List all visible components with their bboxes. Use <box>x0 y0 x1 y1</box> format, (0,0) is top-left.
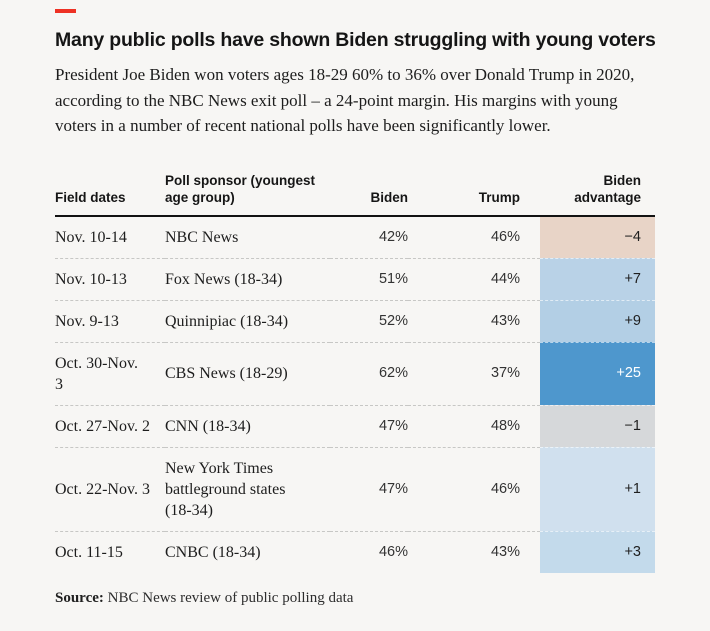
field-dates-cell: Nov. 10-13 <box>55 257 165 300</box>
poll-sponsor-cell: New York Times battleground states (18-3… <box>165 446 330 531</box>
column-header-biden: Biden <box>330 171 408 217</box>
field-dates-cell: Nov. 10-14 <box>55 228 127 246</box>
field-dates-cell: Oct. 27-Nov. 2 <box>55 404 165 447</box>
source-text: NBC News review of public polling data <box>103 589 354 606</box>
trump-value-cell: 46% <box>490 228 520 245</box>
biden-value-cell: 62% <box>330 341 408 405</box>
table-row: Nov. 10-13 Fox News (18-34) 51% 44% +7 <box>55 257 655 300</box>
field-dates-cell: Oct. 11-15 <box>55 530 165 573</box>
table-row: Nov. 10-14 NBC News 42% 46% −4 <box>55 215 655 258</box>
trump-value-cell: 43% <box>408 299 540 342</box>
column-header-biden-advantage: Biden advantage <box>540 171 655 217</box>
biden-value-cell: 46% <box>330 530 408 573</box>
advantage-cell: −1 <box>540 404 655 447</box>
advantage-cell: +3 <box>540 530 655 573</box>
advantage-cell: −4 <box>540 215 655 258</box>
field-dates-cell: Oct. 22-Nov. 3 <box>55 446 165 531</box>
page-title: Many public polls have shown Biden strug… <box>55 29 656 51</box>
accent-dash <box>55 9 76 13</box>
subtitle: President Joe Biden won voters ages 18-2… <box>55 65 635 135</box>
poll-sponsor-cell: CNBC (18-34) <box>165 530 330 573</box>
biden-value-cell: 52% <box>330 299 408 342</box>
poll-sponsor-cell: NBC News <box>165 228 239 246</box>
table-body: Nov. 10-14 NBC News 42% 46% −4 Nov. 10-13 Fox … <box>55 215 655 573</box>
polls-table: Field dates Poll sponsor (youngest age g… <box>55 171 655 573</box>
table-row: Oct. 27-Nov. 2 CNN (18-34) 47% 48% −1 <box>55 404 655 447</box>
table-row: Oct. 22-Nov. 3 New York Times battlegroun… <box>55 446 655 531</box>
column-header-poll-sponsor: Poll sponsor (youngest age group) <box>165 171 330 217</box>
table-row: Oct. 11-15 CNBC (18-34) 46% 43% +3 <box>55 530 655 573</box>
advantage-cell: +9 <box>540 299 655 342</box>
source-line: Source: NBC News review of public pollin… <box>55 590 655 607</box>
biden-value-cell: 51% <box>330 257 408 300</box>
field-dates-cell: Oct. 30-Nov. 3 <box>55 341 165 405</box>
advantage-cell: +25 <box>540 341 655 405</box>
trump-value-cell: 44% <box>408 257 540 300</box>
advantage-cell: +1 <box>540 446 655 531</box>
biden-value-cell: 47% <box>330 404 408 447</box>
column-header-trump: Trump <box>408 171 540 217</box>
field-dates-cell: Nov. 9-13 <box>55 299 165 342</box>
table-header: Field dates Poll sponsor (youngest age g… <box>55 171 655 217</box>
table-row: Oct. 30-Nov. 3 CBS News (18-29) 62% 37% +25 <box>55 341 655 405</box>
biden-value-cell: 42% <box>378 228 408 245</box>
advantage-cell: +7 <box>540 257 655 300</box>
trump-value-cell: 43% <box>408 530 540 573</box>
trump-value-cell: 37% <box>408 341 540 405</box>
column-header-field-dates: Field dates <box>55 171 165 217</box>
table-row: Nov. 9-13 Quinnipiac (18-34) 52% 43% +9 <box>55 299 655 342</box>
trump-value-cell: 46% <box>408 446 540 531</box>
trump-value-cell: 48% <box>408 404 540 447</box>
poll-sponsor-cell: Quinnipiac (18-34) <box>165 299 330 342</box>
source-label: Source: <box>55 589 104 606</box>
poll-sponsor-cell: Fox News (18-34) <box>165 257 330 300</box>
biden-value-cell: 47% <box>330 446 408 531</box>
poll-sponsor-cell: CNN (18-34) <box>165 404 330 447</box>
poll-sponsor-cell: CBS News (18-29) <box>165 341 330 405</box>
